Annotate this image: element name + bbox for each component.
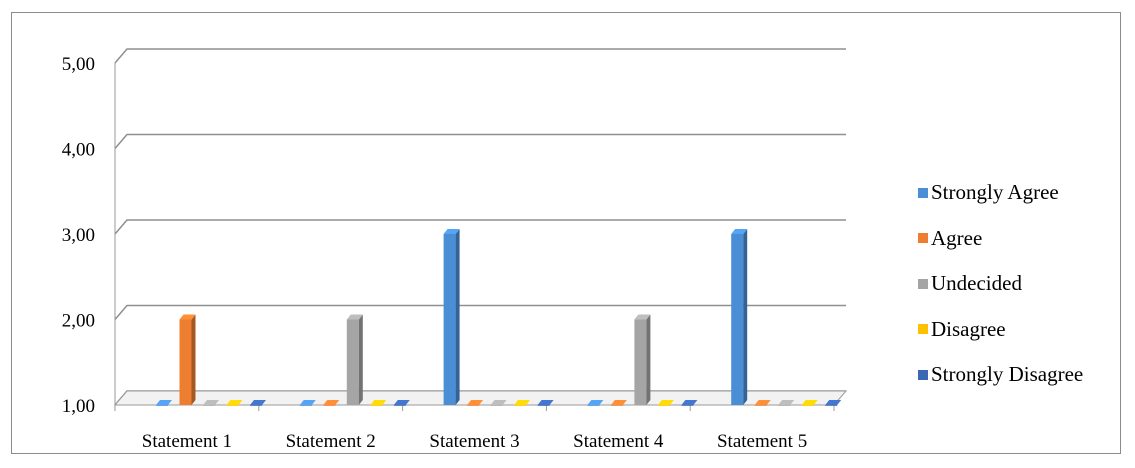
chart-frame xyxy=(11,12,1121,454)
bar xyxy=(825,405,838,406)
bar-side xyxy=(455,229,460,405)
legend-item: Strongly Disagree xyxy=(918,352,1083,398)
bar-top xyxy=(587,400,604,405)
legend-item: Agree xyxy=(918,216,1083,262)
x-tick-label: Statement 5 xyxy=(717,431,807,452)
bar-top xyxy=(443,229,460,234)
bar-top xyxy=(490,400,507,405)
bar xyxy=(657,405,670,406)
bar xyxy=(490,405,503,406)
bar xyxy=(587,405,600,406)
bar xyxy=(801,405,814,406)
x-tick-label: Statement 2 xyxy=(286,431,376,452)
bar-top xyxy=(179,314,196,320)
bar xyxy=(634,319,647,405)
bar-top xyxy=(825,400,842,405)
x-tick-label: Statement 3 xyxy=(429,431,519,452)
bar-side xyxy=(358,314,363,405)
bar-side xyxy=(646,314,651,405)
bar xyxy=(370,405,383,406)
legend-swatch xyxy=(918,233,928,244)
bar-top xyxy=(657,400,674,405)
gridline xyxy=(114,304,846,320)
legend-label: Undecided xyxy=(931,271,1022,296)
bar-top xyxy=(754,400,771,405)
bar-top xyxy=(226,400,243,405)
y-tick-label: 2,00 xyxy=(62,311,95,332)
y-tick-label: 3,00 xyxy=(62,225,95,246)
legend-item: Disagree xyxy=(918,307,1083,353)
legend-item: Undecided xyxy=(918,261,1083,307)
gridline xyxy=(114,133,846,149)
bar-top xyxy=(156,400,172,405)
bar xyxy=(226,405,239,406)
bar xyxy=(299,405,312,406)
bar-side xyxy=(743,229,748,405)
bar-top xyxy=(610,400,627,405)
bar-top xyxy=(393,400,410,405)
bar xyxy=(731,234,744,405)
y-tick-label: 4,00 xyxy=(62,140,95,161)
bar xyxy=(179,319,192,405)
bar xyxy=(681,405,694,406)
legend-label: Agree xyxy=(931,225,983,250)
bar xyxy=(778,405,791,406)
bar-side xyxy=(191,314,196,405)
legend-label: Strongly Disagree xyxy=(931,362,1084,387)
bar xyxy=(323,405,336,406)
bar-top xyxy=(514,400,531,405)
bar xyxy=(250,405,262,406)
legend-label: Strongly Agree xyxy=(931,180,1059,205)
bar xyxy=(467,405,480,406)
gridline xyxy=(114,219,846,235)
bar-top xyxy=(681,400,698,405)
bar-top xyxy=(346,314,363,320)
x-tick-label: Statement 4 xyxy=(573,431,664,452)
bar-top xyxy=(801,400,818,405)
legend-label: Disagree xyxy=(931,316,1006,341)
bar xyxy=(610,405,623,406)
bar-top xyxy=(370,400,387,405)
bar xyxy=(443,234,456,405)
bar-top xyxy=(299,400,316,405)
legend-swatch xyxy=(918,369,928,380)
bar-top xyxy=(203,400,219,405)
bar xyxy=(393,405,406,406)
legend-swatch xyxy=(918,278,928,289)
bar xyxy=(754,405,767,406)
legend-swatch xyxy=(918,324,928,335)
bar xyxy=(203,405,215,406)
bar xyxy=(346,319,359,405)
bar-top xyxy=(634,314,651,320)
bar-top xyxy=(467,400,484,405)
gridline xyxy=(114,48,846,64)
bar-top xyxy=(537,400,554,405)
y-tick-label: 1,00 xyxy=(62,396,95,417)
x-tick-label: Statement 1 xyxy=(142,431,232,452)
bar xyxy=(514,405,527,406)
y-tick-label: 5,00 xyxy=(62,54,95,75)
bar-top xyxy=(731,229,748,234)
bar xyxy=(156,405,168,406)
legend: Strongly Agree Agree Undecided Disagree Stro… xyxy=(918,170,1083,398)
bar-top xyxy=(250,400,266,405)
bar-top xyxy=(778,400,795,405)
legend-item: Strongly Agree xyxy=(918,170,1083,216)
bar-top xyxy=(323,400,340,405)
legend-swatch xyxy=(918,187,928,198)
bar xyxy=(537,405,550,406)
